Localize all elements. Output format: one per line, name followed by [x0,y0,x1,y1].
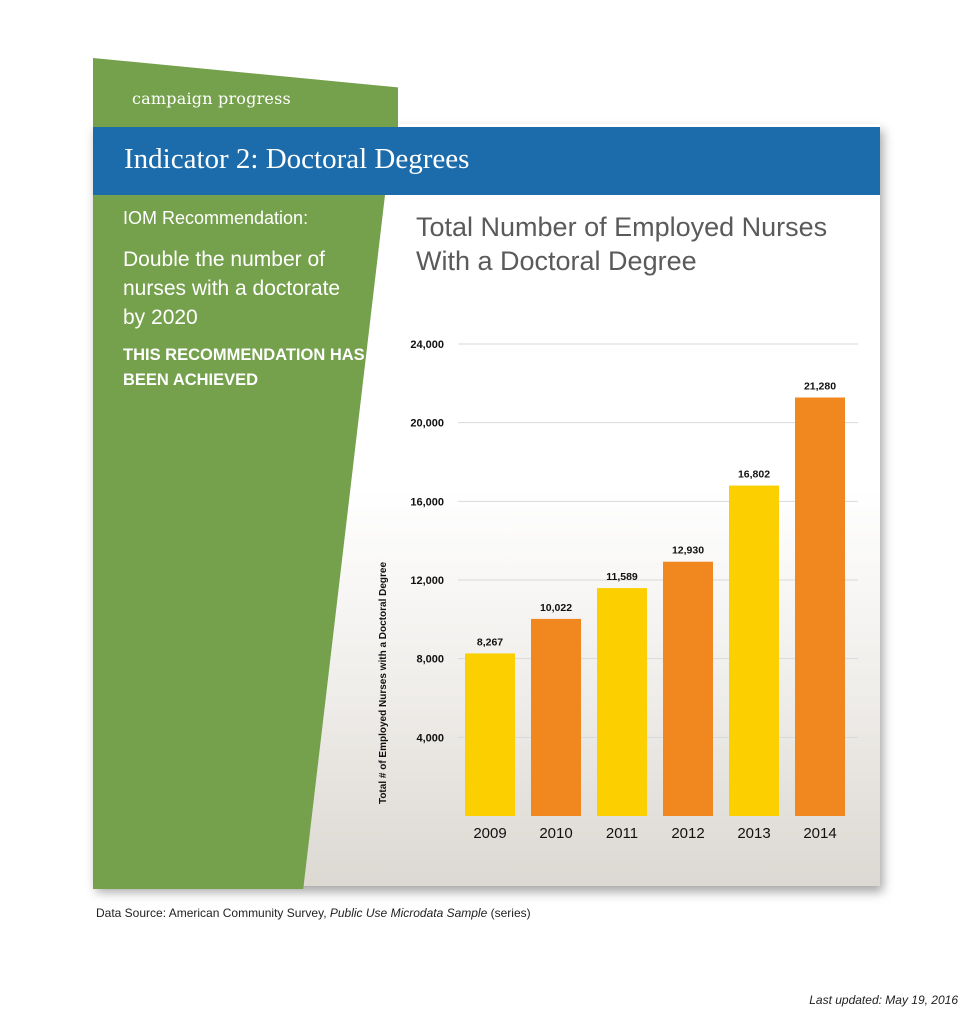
recommendation-label: IOM Recommendation: [123,208,309,228]
bar-chart: 4,000 8,000 12,000 16,000 20,000 24,000 Total … [378,339,858,842]
bar-value-label: 11,589 [606,571,638,583]
chart-title: Total Number of Employed Nurses With a D… [416,212,828,276]
y-tick-label: 8,000 [416,654,444,666]
bar [795,397,845,816]
y-axis-label: Total # of Employed Nurses with a Doctor… [378,562,389,805]
x-tick-label: 2009 [473,825,506,842]
data-source-title: Public Use Microdata Sample [329,906,488,920]
bar [531,618,581,816]
bar-value-label: 10,022 [540,602,572,614]
page-title: Indicator 2: Doctoral Degrees [124,143,470,175]
bar-value-label: 8,267 [477,636,503,648]
bar-value-label: 21,280 [804,380,836,392]
bar-value-label: 16,802 [738,469,770,481]
x-tick-label: 2010 [539,825,572,842]
bar [597,588,647,816]
bar [465,653,515,816]
x-tick-label: 2012 [671,825,704,842]
y-tick-label: 24,000 [410,339,444,351]
x-tick-label: 2011 [606,825,638,842]
bar-value-label: 12,930 [672,545,704,557]
recommendation-text: Double the number of nurses with a docto… [123,248,341,329]
achievement-status: THIS RECOMMENDATION HAS BEEN ACHIEVED [123,346,365,389]
last-updated: Last updated: May 19, 2016 [809,993,958,1007]
header-bar [93,127,880,195]
tab-label: campaign progress [132,89,291,108]
y-tick-label: 20,000 [410,418,444,430]
bar [729,485,779,816]
data-source-prefix: Data Source: American Community Survey, [96,906,330,920]
y-tick-label: 12,000 [410,575,444,587]
data-source-suffix: (series) [487,906,531,920]
data-source: Data Source: American Community Survey, … [96,906,531,920]
y-tick-label: 4,000 [416,732,444,744]
x-tick-label: 2014 [803,825,836,842]
x-tick-label: 2013 [737,825,770,842]
bar [663,561,713,816]
y-tick-label: 16,000 [410,496,444,508]
